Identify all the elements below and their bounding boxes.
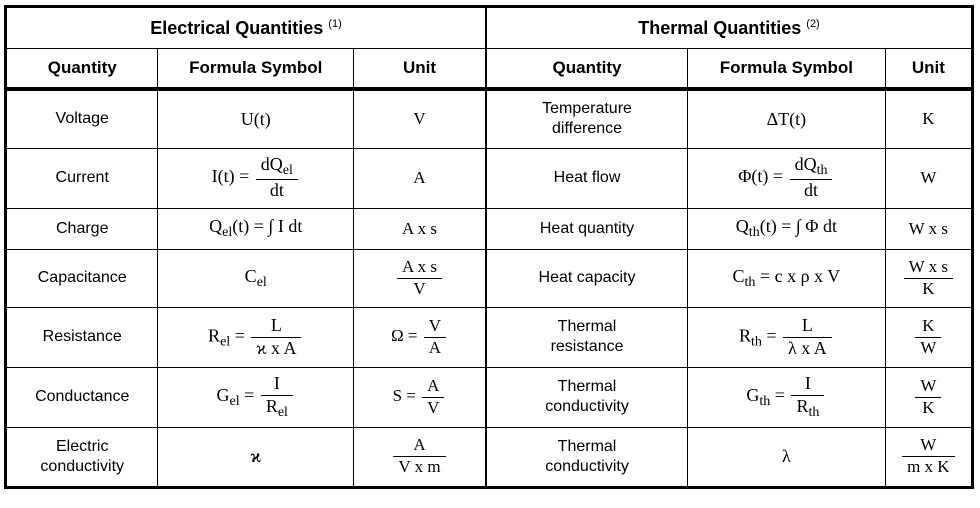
heat-capacity-formula-cell: Cth = c x ρ x V — [687, 248, 886, 308]
current-unit-cell: A — [353, 147, 487, 209]
thermal-conductivity-formula-cell: Gth = I Rth — [687, 366, 886, 428]
heat-quantity-quantity-cell: Heat quantity — [484, 207, 689, 250]
charge-quantity-cell: Charge — [4, 207, 159, 250]
heat-quantity-formula-cell: Qth(t) = ∫ Φ dt — [687, 207, 886, 250]
electrical-quantities-title: Electrical Quantities — [150, 17, 324, 38]
voltage-quantity-cell: Voltage — [4, 88, 159, 149]
heat-flow-unit-cell: W — [884, 147, 974, 209]
conductance-quantity-cell: Conductance — [4, 366, 159, 428]
group-header-row: Electrical Quantities (1) Thermal Quanti… — [4, 6, 973, 49]
column-header-row: Quantity Formula Symbol Unit Quantity Fo… — [4, 48, 974, 91]
temperature-difference-unit-cell: K — [884, 88, 974, 149]
heat-flow-formula-cell: Φ(t) = dQth dt — [687, 147, 886, 209]
row-charge: Charge Qel(t) = ∫ I dt A x s Heat quanti… — [4, 207, 974, 250]
row-voltage: Voltage U(t) V Temperature difference ΔT… — [4, 88, 974, 149]
col-header-unit-thermal: Unit — [884, 48, 974, 91]
thermal-conductivity-2-formula-cell: λ — [687, 426, 886, 488]
heat-flow-quantity-cell: Heat flow — [484, 147, 689, 209]
conductance-formula-cell: Gel = I Rel — [157, 366, 355, 428]
voltage-formula-cell: U(t) — [157, 88, 355, 149]
thermal-footnote-marker: (2) — [806, 17, 820, 30]
capacitance-formula-cell: Cel — [157, 248, 355, 308]
resistance-quantity-cell: Resistance — [4, 306, 159, 368]
electrical-footnote-marker: (1) — [328, 17, 342, 30]
charge-unit-cell: A x s — [353, 207, 487, 250]
thermal-conductivity-2-quantity-cell: Thermal conductivity — [484, 426, 689, 488]
col-header-formula-symbol-thermal: Formula Symbol — [687, 48, 886, 91]
temperature-difference-quantity-cell: Temperature difference — [484, 88, 689, 149]
electrical-quantities-header: Electrical Quantities (1) — [4, 6, 487, 49]
capacitance-quantity-cell: Capacitance — [4, 248, 159, 308]
col-header-quantity-thermal: Quantity — [484, 48, 689, 91]
current-quantity-cell: Current — [4, 147, 159, 209]
charge-formula-cell: Qel(t) = ∫ I dt — [157, 207, 355, 250]
voltage-unit-cell: V — [353, 88, 487, 149]
quantities-comparison-table: Electrical Quantities (1) Thermal Quanti… — [4, 5, 974, 489]
thermal-quantities-header: Thermal Quantities (2) — [484, 6, 973, 49]
current-formula-cell: I(t) = dQel dt — [157, 147, 355, 209]
temperature-difference-formula-cell: ΔT(t) — [687, 88, 886, 149]
row-current: Current I(t) = dQel dt A Heat flow Φ(t) =… — [4, 147, 974, 209]
col-header-quantity-electrical: Quantity — [4, 48, 159, 91]
thermal-resistance-quantity-cell: Thermal resistance — [484, 306, 689, 368]
thermal-quantities-title: Thermal Quantities — [638, 17, 802, 38]
heat-quantity-unit-cell: W x s — [884, 207, 974, 250]
col-header-formula-symbol-electrical: Formula Symbol — [157, 48, 355, 91]
electric-conductivity-formula-cell: ϰ — [157, 426, 355, 488]
heat-capacity-quantity-cell: Heat capacity — [484, 248, 689, 308]
thermal-conductivity-quantity-cell: Thermal conductivity — [484, 366, 689, 428]
electric-conductivity-quantity-cell: Electric conductivity — [4, 426, 159, 488]
col-header-unit-electrical: Unit — [353, 48, 487, 91]
